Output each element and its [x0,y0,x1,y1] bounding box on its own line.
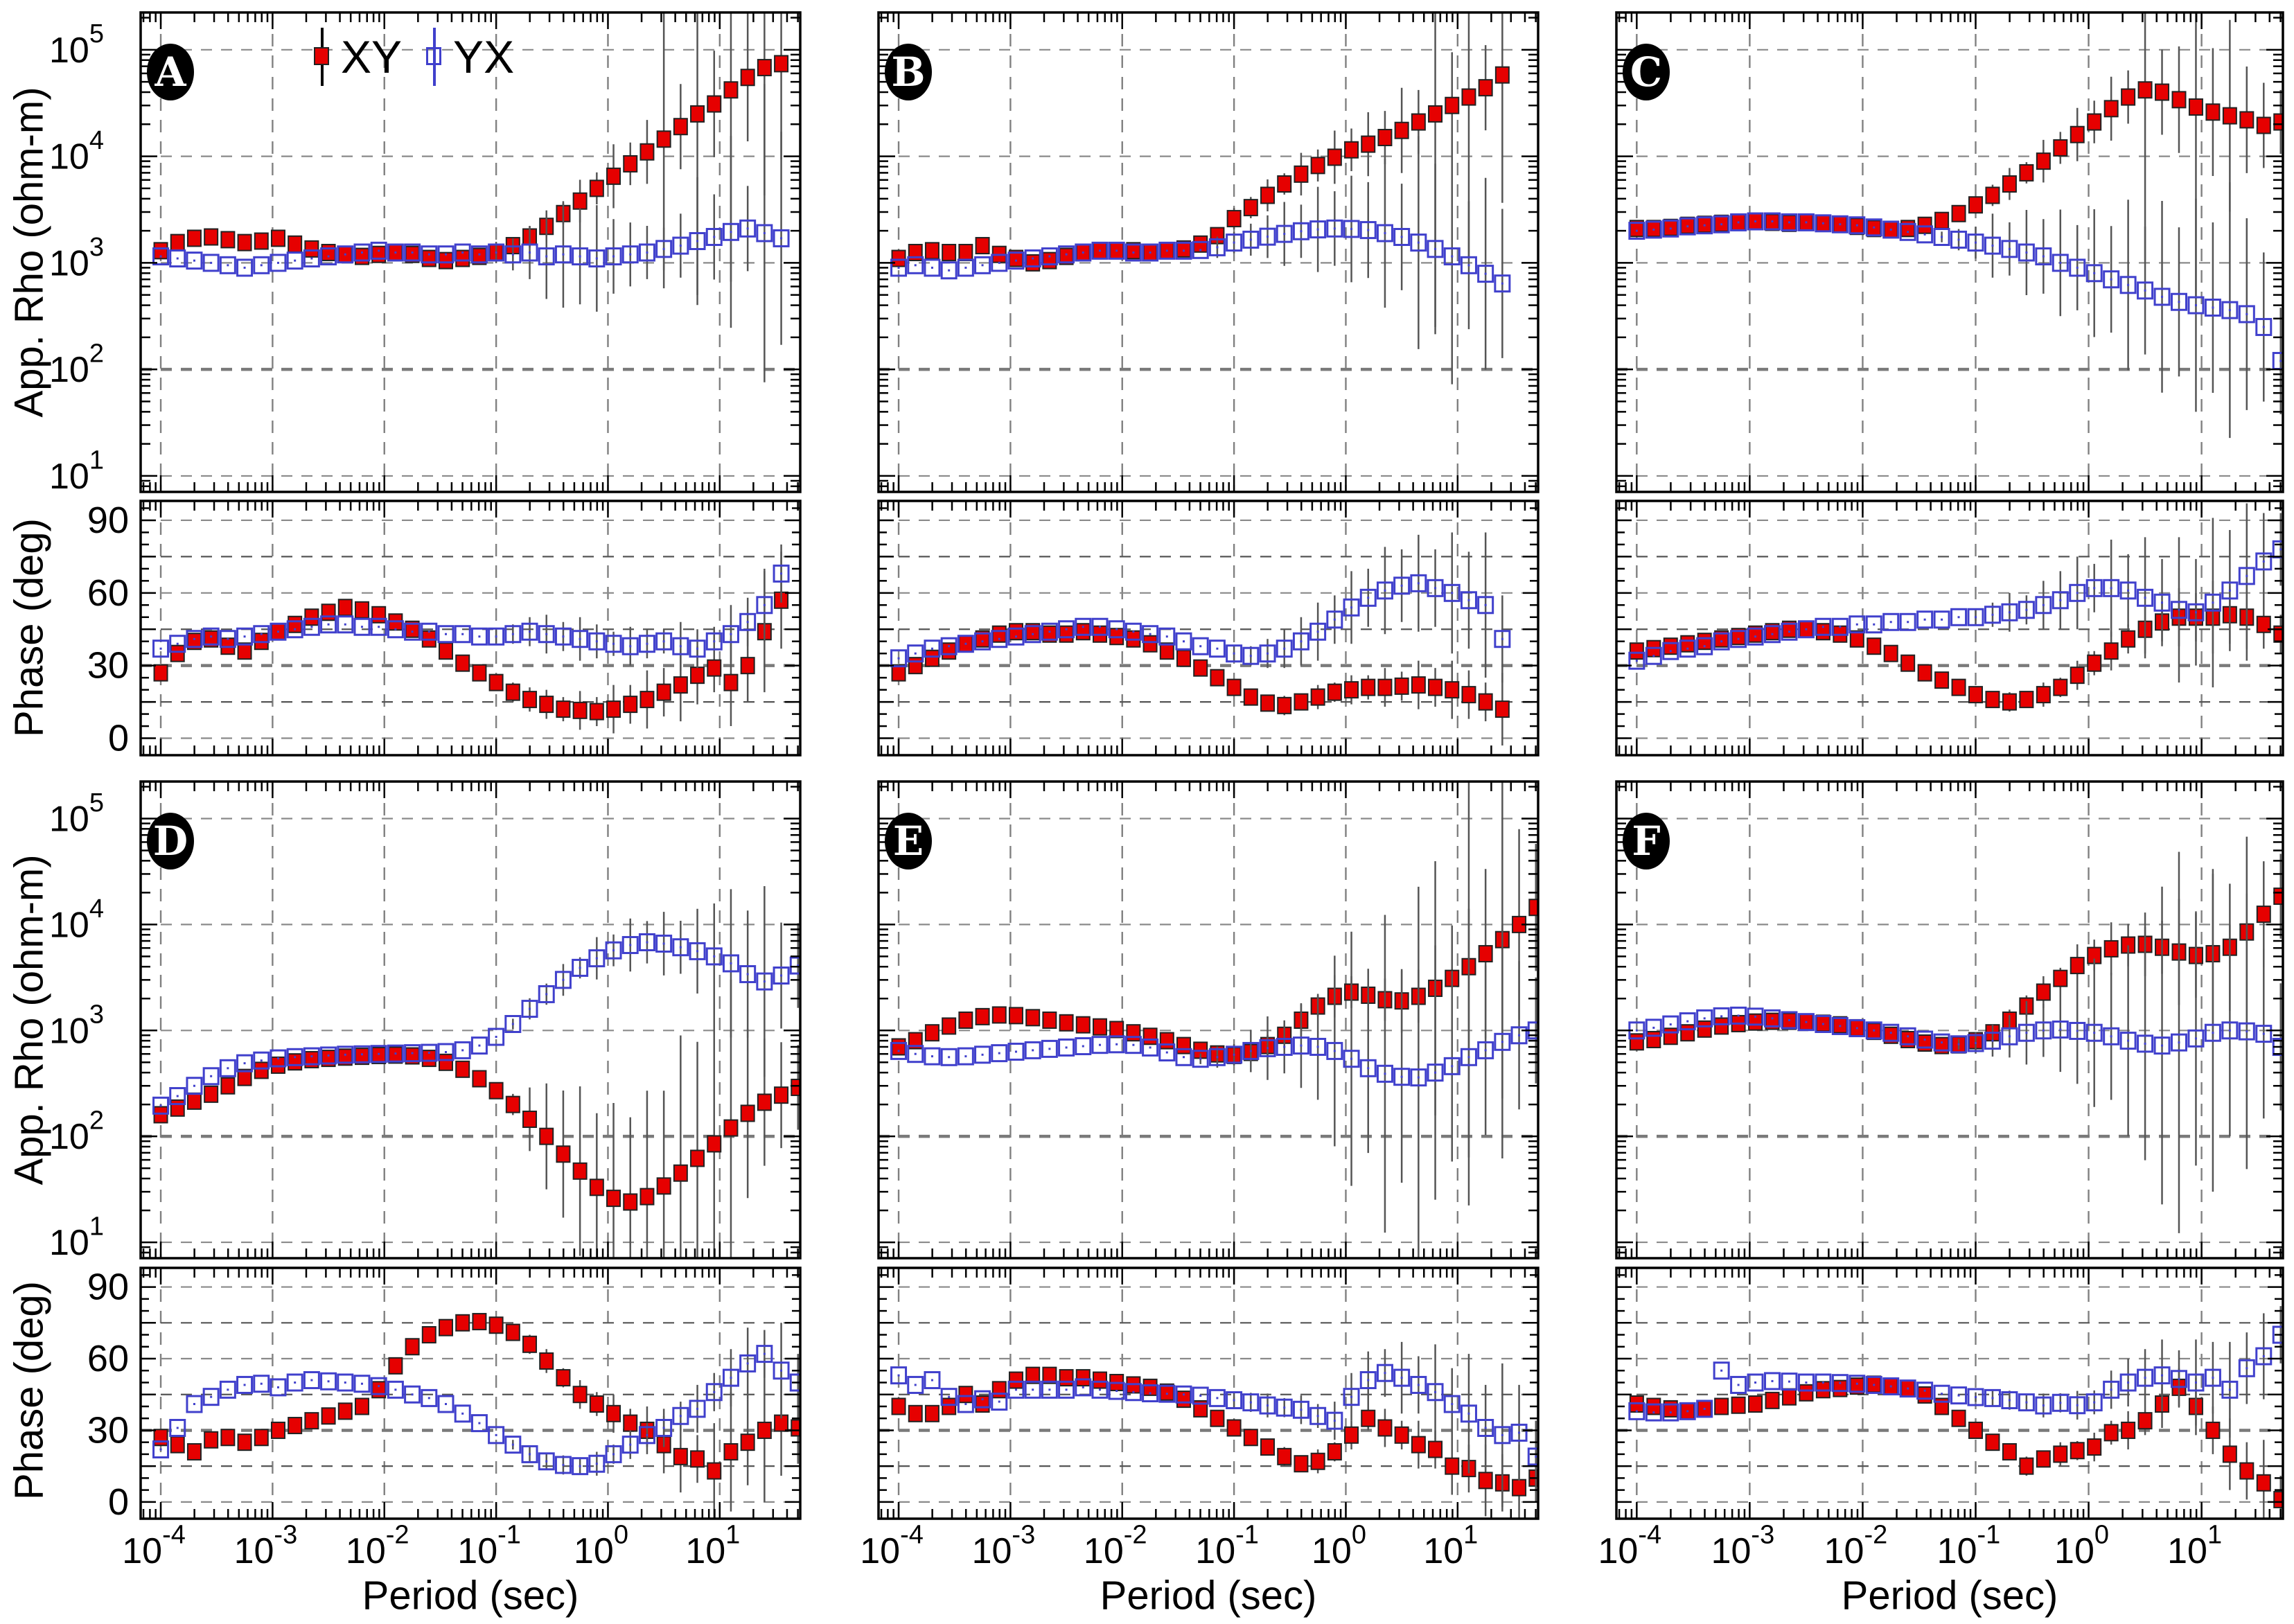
phase-axis-title-row1: Phase (deg) [6,518,52,737]
panel-label-A: A [147,44,194,100]
panel-label-D: D [147,813,194,870]
panel-label-F: F [1623,813,1670,870]
svg-text:0: 0 [108,718,129,759]
legend-label-xy: XY [341,31,403,82]
svg-text:60: 60 [87,1338,129,1379]
svg-text:102: 102 [49,1106,104,1158]
svg-text:101: 101 [1423,1520,1478,1571]
svg-text:101: 101 [685,1520,740,1571]
svg-text:10-3: 10-3 [1711,1520,1775,1571]
x-axis-title-col3: Period (sec) [1841,1573,2058,1618]
svg-text:30: 30 [87,1409,129,1451]
svg-text:101: 101 [49,1212,104,1263]
svg-text:100: 100 [2054,1520,2109,1571]
panel-label-C: C [1623,44,1670,100]
svg-text:104: 104 [49,126,104,177]
svg-text:101: 101 [49,445,104,497]
legend-item-yx: YX [425,28,514,86]
svg-text:101: 101 [2167,1520,2222,1571]
svg-text:10-2: 10-2 [346,1520,409,1571]
panel-label-B: B [885,44,932,100]
legend: XY YX [313,28,514,86]
x-axis-title-col2: Period (sec) [1100,1573,1317,1618]
svg-text:104: 104 [49,894,104,946]
svg-text:10-3: 10-3 [234,1520,298,1571]
rho-axis-title-row1: App. Rho (ohm-m) [6,87,52,418]
svg-text:30: 30 [87,645,129,687]
yx-marker-icon [425,28,443,86]
svg-text:10-4: 10-4 [1598,1520,1662,1571]
svg-text:10-2: 10-2 [1084,1520,1147,1571]
svg-text:105: 105 [49,19,104,71]
legend-item-xy: XY [313,28,402,86]
svg-text:10-4: 10-4 [122,1520,186,1571]
svg-text:10-1: 10-1 [1937,1520,2001,1571]
rho-axis-title-row2: App. Rho (ohm-m) [6,854,52,1185]
svg-text:10-1: 10-1 [457,1520,521,1571]
svg-text:10-1: 10-1 [1195,1520,1259,1571]
svg-text:100: 100 [574,1520,628,1571]
svg-text:10-4: 10-4 [860,1520,924,1571]
svg-text:10-2: 10-2 [1824,1520,1888,1571]
svg-text:10-3: 10-3 [972,1520,1036,1571]
svg-text:102: 102 [49,339,104,391]
svg-text:103: 103 [49,1000,104,1052]
legend-label-yx: YX [453,31,515,82]
svg-text:90: 90 [87,500,129,541]
svg-text:105: 105 [49,788,104,840]
svg-text:90: 90 [87,1266,129,1308]
panel-label-E: E [885,813,932,870]
x-axis-title-col1: Period (sec) [362,1573,579,1618]
svg-text:0: 0 [108,1481,129,1523]
svg-text:103: 103 [49,233,104,284]
svg-text:60: 60 [87,572,129,614]
phase-axis-title-row2: Phase (deg) [6,1281,52,1500]
xy-marker-icon [313,28,331,86]
svg-text:100: 100 [1312,1520,1366,1571]
